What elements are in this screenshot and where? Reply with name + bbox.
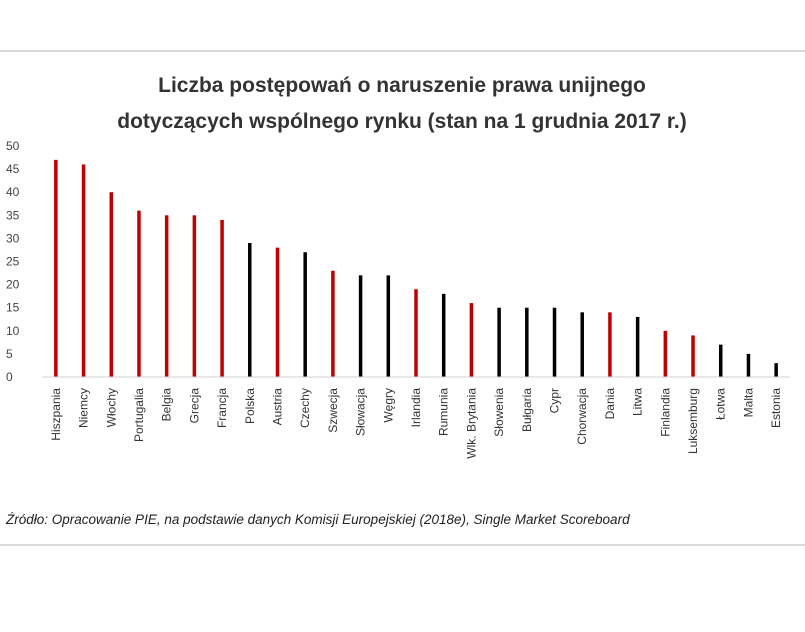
y-tick-label: 40 <box>6 185 20 199</box>
bar-rumunia <box>441 293 446 377</box>
bar-cypr <box>552 307 557 377</box>
bar-łotwa <box>718 344 723 377</box>
bar-francja <box>220 219 224 377</box>
x-tick-label: Hiszpania <box>49 388 63 441</box>
y-tick-label: 50 <box>6 139 20 153</box>
x-tick-label: Rumunia <box>437 388 451 436</box>
bar-szwecja <box>331 270 335 377</box>
chart-title-line-1: Liczba postępowań o naruszenie prawa uni… <box>158 74 646 97</box>
x-tick-label: Włochy <box>104 388 118 427</box>
x-tick-label: Słowenia <box>492 388 506 437</box>
bar-austria <box>275 247 280 377</box>
y-tick-label: 5 <box>6 347 13 361</box>
y-axis-ticks: 0 5 10 15 20 25 30 35 40 45 50 <box>6 139 20 384</box>
bar-portugalia <box>137 210 141 377</box>
bar-chorwacja <box>580 312 584 377</box>
bars <box>54 159 778 377</box>
x-tick-label: Cypr <box>548 388 562 413</box>
x-tick-label: Szwecja <box>326 388 340 433</box>
bar-luksemburg <box>691 335 695 377</box>
bar-słowenia <box>497 307 501 377</box>
x-tick-label: Polska <box>243 388 257 424</box>
y-tick-label: 25 <box>6 255 20 269</box>
x-tick-label: Austria <box>270 388 284 426</box>
x-tick-label: Węgry <box>381 388 395 423</box>
x-tick-label: Słowacja <box>354 388 368 436</box>
source-note: Źródło: Opracowanie PIE, na podstawie da… <box>5 512 630 527</box>
bar-belgia <box>164 215 169 377</box>
bar-słowacja <box>358 275 363 377</box>
bar-polska <box>248 243 252 377</box>
bar-czechy <box>303 252 307 377</box>
bar-niemcy <box>81 164 86 377</box>
x-tick-label: Irlandia <box>409 388 423 428</box>
y-tick-label: 10 <box>6 324 20 338</box>
y-tick-label: 30 <box>6 231 20 245</box>
x-tick-label: Chorwacja <box>575 388 589 445</box>
bar-malta <box>746 353 751 377</box>
y-tick-label: 0 <box>6 370 13 384</box>
x-tick-label: Malta <box>741 388 755 418</box>
x-tick-label: Luksemburg <box>686 388 700 454</box>
bar-dania <box>608 312 612 377</box>
x-tick-label: Finlandia <box>658 388 672 437</box>
y-tick-label: 35 <box>6 208 20 222</box>
x-axis-labels: Hiszpania Niemcy Włochy Portugalia Belgia Gre… <box>49 388 783 459</box>
chart-title-line-2: dotyczących wspólnego rynku (stan na 1 g… <box>117 110 687 133</box>
bar-bułgaria <box>525 307 529 377</box>
bar-grecja <box>192 215 197 377</box>
bar-litwa <box>635 316 640 377</box>
chart-frame <box>0 50 805 546</box>
y-tick-label: 15 <box>6 301 20 315</box>
x-tick-label: Portugalia <box>132 388 146 442</box>
x-tick-label: Estonia <box>769 388 783 428</box>
bar-irlandia <box>414 289 418 377</box>
bar-estonia <box>774 363 778 377</box>
x-tick-label: Wlk. Brytania <box>464 388 478 459</box>
bar-węgry <box>386 275 391 377</box>
y-tick-label: 45 <box>6 162 20 176</box>
bar-hiszpania <box>54 159 58 377</box>
x-tick-label: Litwa <box>631 388 645 416</box>
x-tick-label: Bułgaria <box>520 388 534 432</box>
x-tick-label: Łotwa <box>714 388 728 420</box>
x-tick-label: Belgia <box>160 388 174 422</box>
y-tick-label: 20 <box>6 278 20 292</box>
bar-włochy <box>109 192 114 377</box>
x-tick-label: Niemcy <box>77 388 91 428</box>
x-tick-label: Dania <box>603 388 617 420</box>
x-tick-label: Czechy <box>298 388 312 428</box>
bar-finlandia <box>663 330 668 377</box>
x-tick-label: Francja <box>215 388 229 428</box>
bar-wlk-brytania <box>469 303 474 377</box>
x-tick-label: Grecja <box>187 388 201 424</box>
